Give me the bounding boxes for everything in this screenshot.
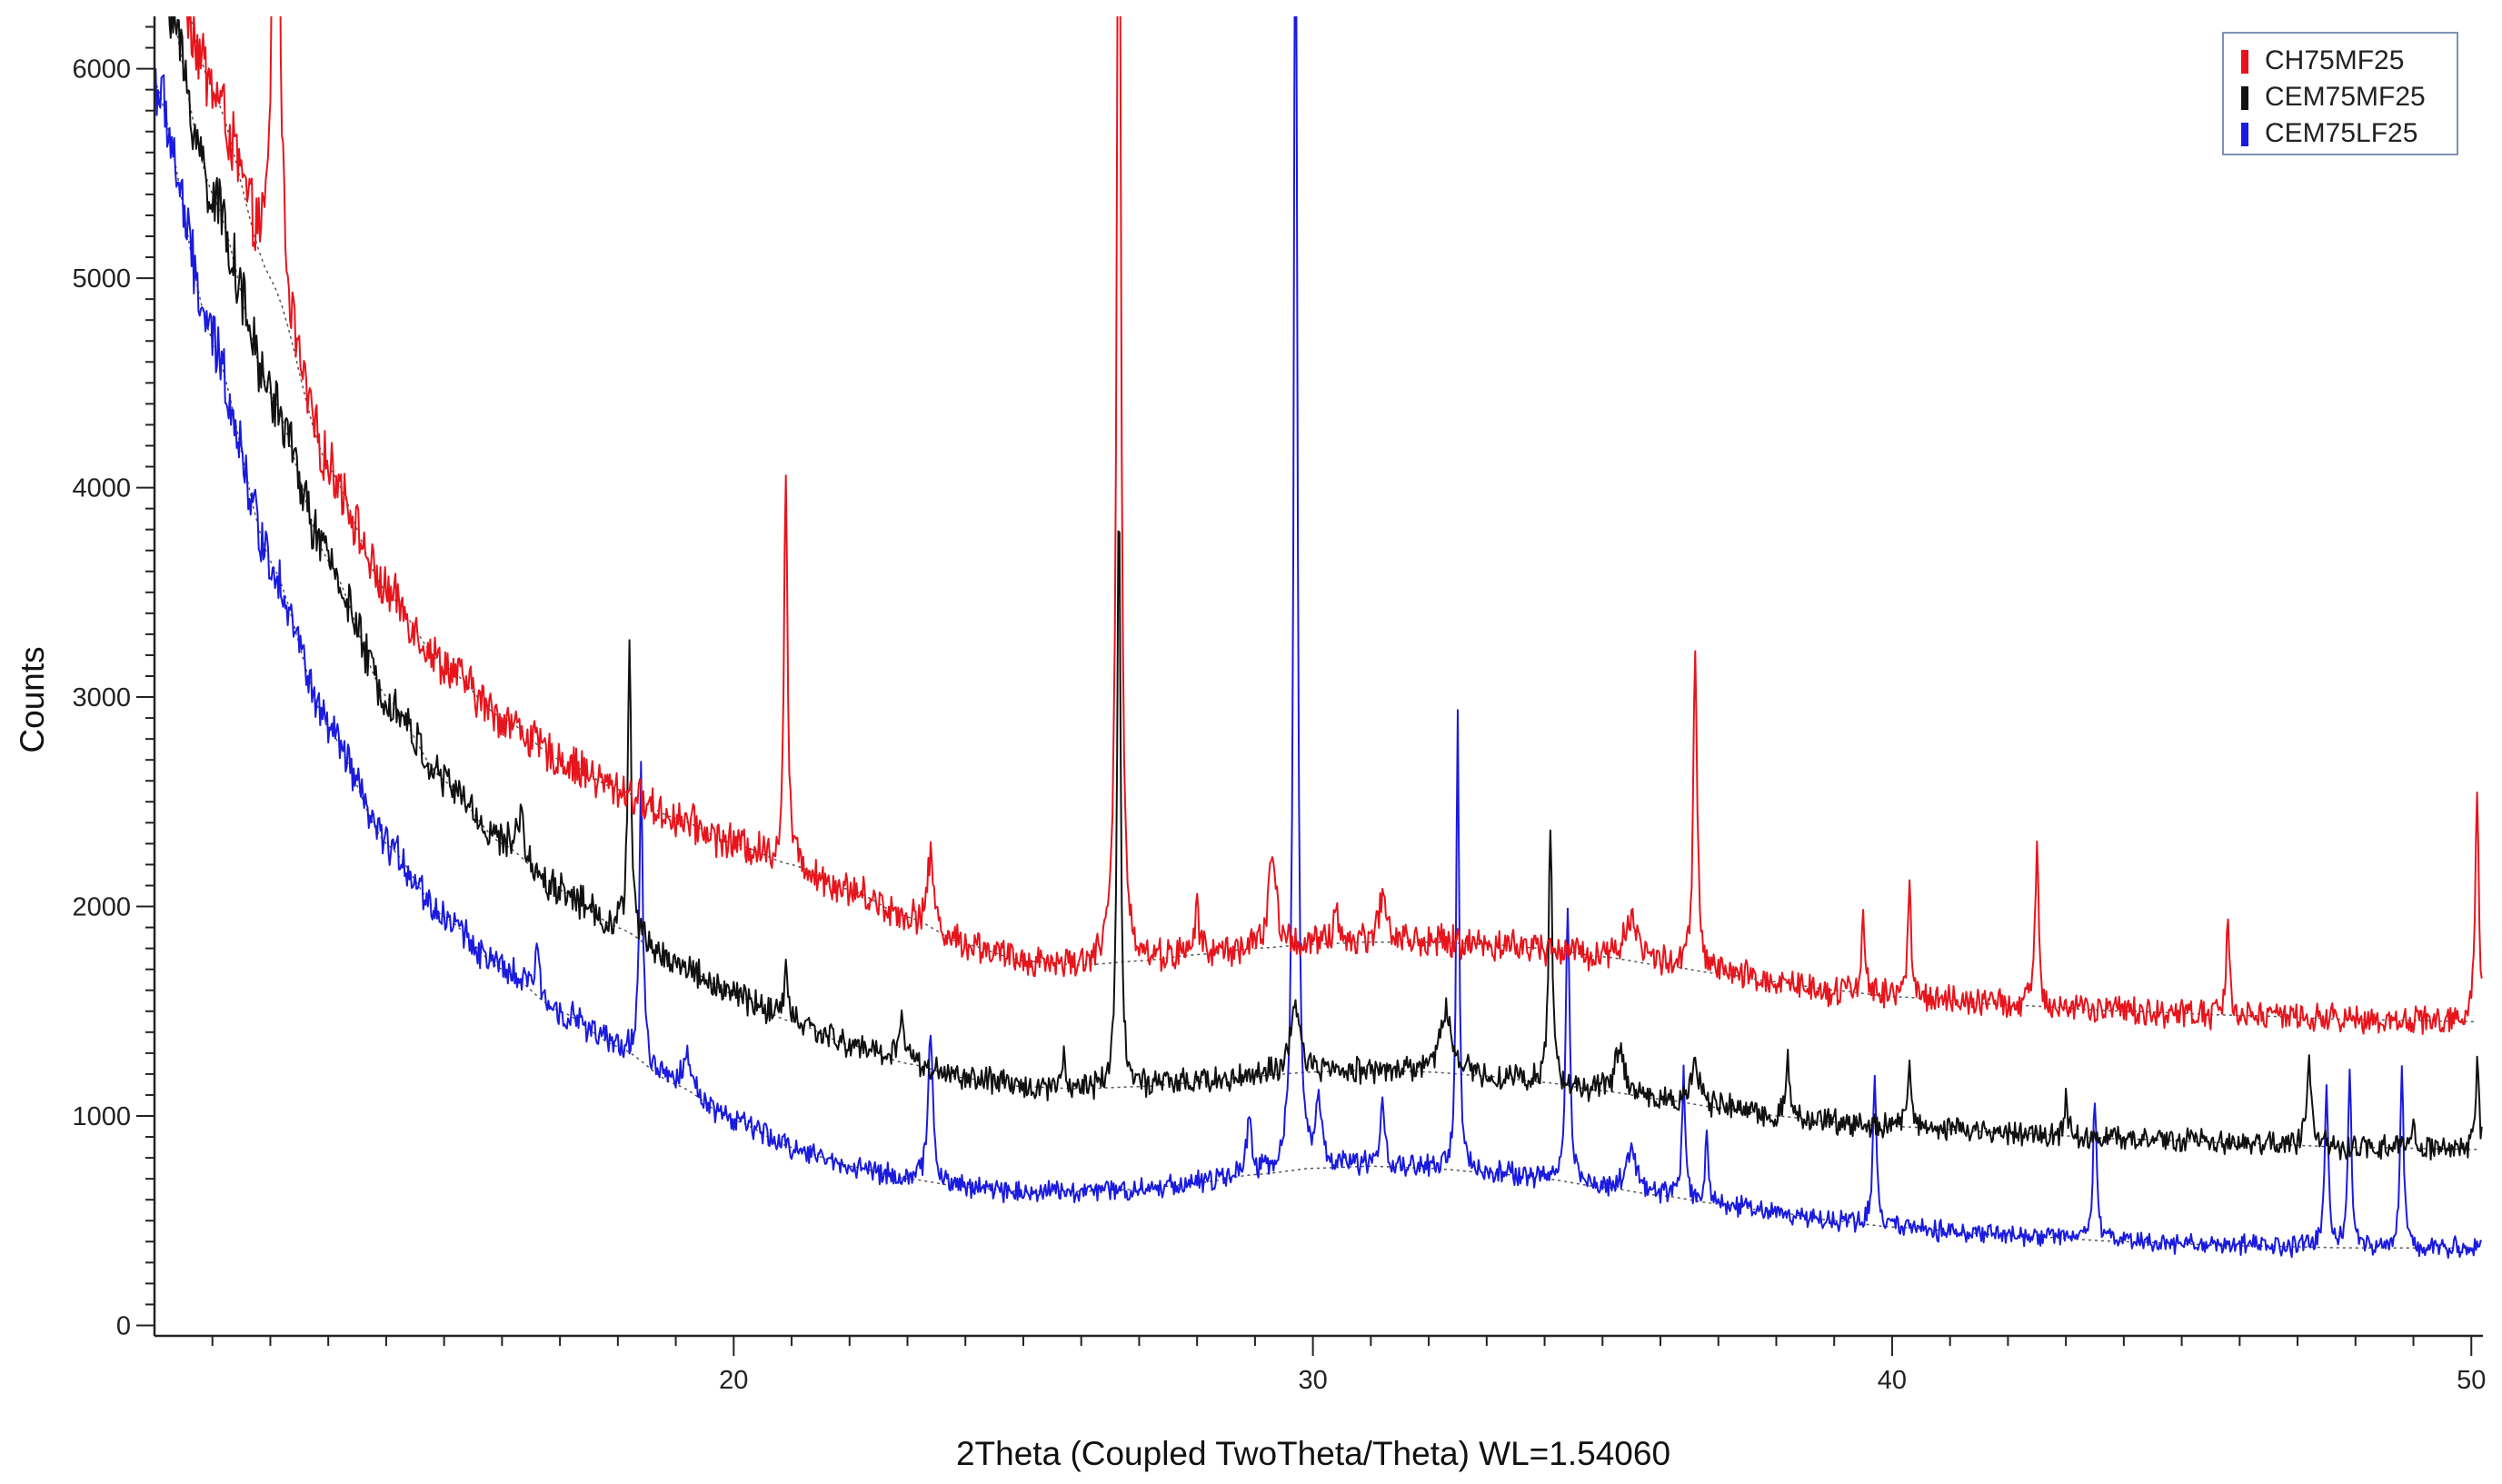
legend-swatch-2 — [2241, 123, 2248, 146]
y-tick-label: 5000 — [72, 264, 131, 294]
x-tick-label: 40 — [1878, 1366, 1907, 1395]
legend-label-0: CH75MF25 — [2265, 45, 2404, 75]
background-curve-2 — [155, 78, 2477, 1249]
legend-label-2: CEM75LF25 — [2265, 118, 2417, 148]
legend-swatch-1 — [2241, 86, 2248, 110]
y-tick-label: 3000 — [72, 683, 131, 712]
x-tick-label: 50 — [2457, 1366, 2486, 1395]
x-axis-label: 2Theta (Coupled TwoTheta/Theta) WL=1.540… — [956, 1435, 1670, 1472]
y-tick-label: 1000 — [72, 1102, 131, 1131]
x-tick-label: 30 — [1298, 1366, 1327, 1395]
y-tick-label: 4000 — [72, 474, 131, 503]
y-tick-label: 2000 — [72, 893, 131, 922]
background-curve-0 — [189, 16, 2477, 1022]
y-tick-label: 0 — [116, 1311, 131, 1340]
background-curve-1 — [173, 16, 2477, 1150]
ticks-layer: 0 1000 2000 3000 4000 5000 6000 20 30 40 50 — [72, 25, 2486, 1395]
series-line-0 — [186, 16, 2483, 1035]
legend: CH75MF25 CEM75MF25 CEM75LF25 — [2222, 32, 2458, 155]
legend-label-1: CEM75MF25 — [2265, 82, 2426, 112]
y-tick-label: 6000 — [72, 55, 131, 85]
legend-swatch-0 — [2241, 50, 2248, 74]
series-line-2 — [155, 16, 2483, 1260]
legend-box — [2222, 32, 2458, 155]
series-layer — [155, 16, 2483, 1260]
series-line-1 — [168, 16, 2483, 1161]
x-tick-label: 20 — [719, 1366, 748, 1395]
y-axis-label: Counts — [14, 646, 51, 752]
